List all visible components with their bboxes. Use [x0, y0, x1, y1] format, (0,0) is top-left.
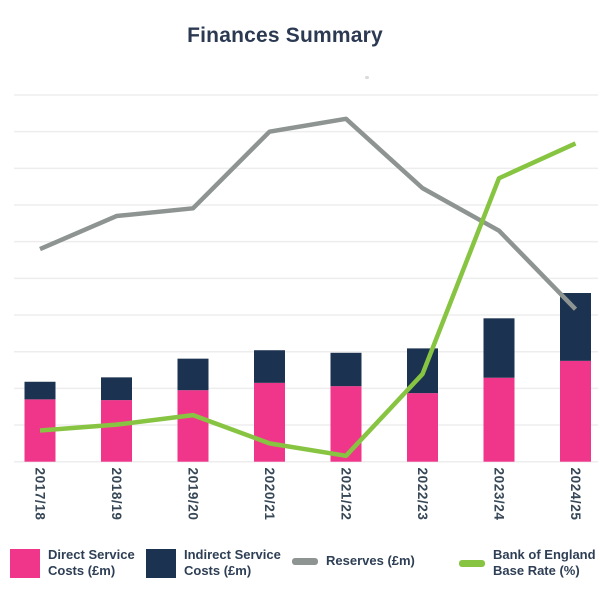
- legend-item-indirect-service-costs: Indirect Service Costs (£m): [146, 547, 281, 579]
- bar-segment-indirect-service-costs: [483, 318, 515, 378]
- legend-label-line2: Base Rate (%): [493, 563, 580, 578]
- x-axis-label: 2021/22: [339, 468, 354, 521]
- legend-item-base-rate: Bank of England Base Rate (%): [459, 547, 596, 579]
- legend-label-line1: Indirect Service: [184, 547, 281, 562]
- chart-title: Finances Summary: [187, 24, 383, 47]
- bar-segment-indirect-service-costs: [560, 293, 591, 361]
- legend-item-direct-service-costs: Direct Service Costs (£m): [10, 547, 135, 579]
- x-axis-label: 2020/21: [262, 468, 277, 521]
- bar-segment-indirect-service-costs: [177, 358, 209, 391]
- indirect-service-costs-swatch: [146, 548, 176, 578]
- legend-label-line1: Direct Service: [48, 547, 135, 562]
- chart-plot-area: 2017/18 2018/19 2019/20 2020/21 2021/22 2022/…: [14, 94, 598, 521]
- legend-label: Bank of England Base Rate (%): [493, 547, 596, 579]
- legend-item-reserves: Reserves (£m): [292, 553, 415, 569]
- legend-label: Direct Service Costs (£m): [48, 547, 135, 579]
- bar-segment-indirect-service-costs: [101, 377, 132, 401]
- x-axis-label: 2018/19: [109, 468, 124, 521]
- x-axis-label: 2019/20: [186, 468, 201, 521]
- bar-segment-direct-service-costs: [101, 400, 132, 462]
- bar-segment-indirect-service-costs: [254, 350, 285, 383]
- x-axis-label: 2017/18: [33, 468, 48, 521]
- chart-legend: Direct Service Costs (£m) Indirect Servi…: [0, 541, 600, 593]
- legend-label: Reserves (£m): [326, 553, 415, 569]
- bar-segment-indirect-service-costs: [24, 381, 56, 400]
- bar-segment-indirect-service-costs: [330, 352, 362, 387]
- bar-segment-direct-service-costs: [483, 377, 515, 462]
- legend-label-line2: Costs (£m): [184, 563, 252, 578]
- legend-label-line1: Bank of England: [493, 547, 596, 562]
- legend-label-line2: Costs (£m): [48, 563, 116, 578]
- bar-segment-direct-service-costs: [254, 382, 285, 462]
- stray-mark: [365, 76, 369, 79]
- bar-segment-direct-service-costs: [330, 386, 362, 462]
- bar-segment-direct-service-costs: [407, 393, 438, 462]
- bank-of-england-base-rate-line: [39, 141, 577, 459]
- legend-label: Indirect Service Costs (£m): [184, 547, 281, 579]
- legend-label-line1: Reserves (£m): [326, 553, 415, 568]
- x-axis-label: 2023/24: [492, 468, 507, 521]
- reserves-line: [39, 116, 578, 311]
- direct-service-costs-swatch: [10, 548, 40, 578]
- base-rate-line-swatch: [459, 559, 485, 567]
- reserves-line-swatch: [292, 557, 318, 565]
- x-axis-label: 2022/23: [415, 468, 430, 521]
- bar-segment-direct-service-costs: [560, 360, 591, 462]
- bar-segment-direct-service-costs: [177, 390, 209, 462]
- x-axis-label: 2024/25: [568, 468, 583, 521]
